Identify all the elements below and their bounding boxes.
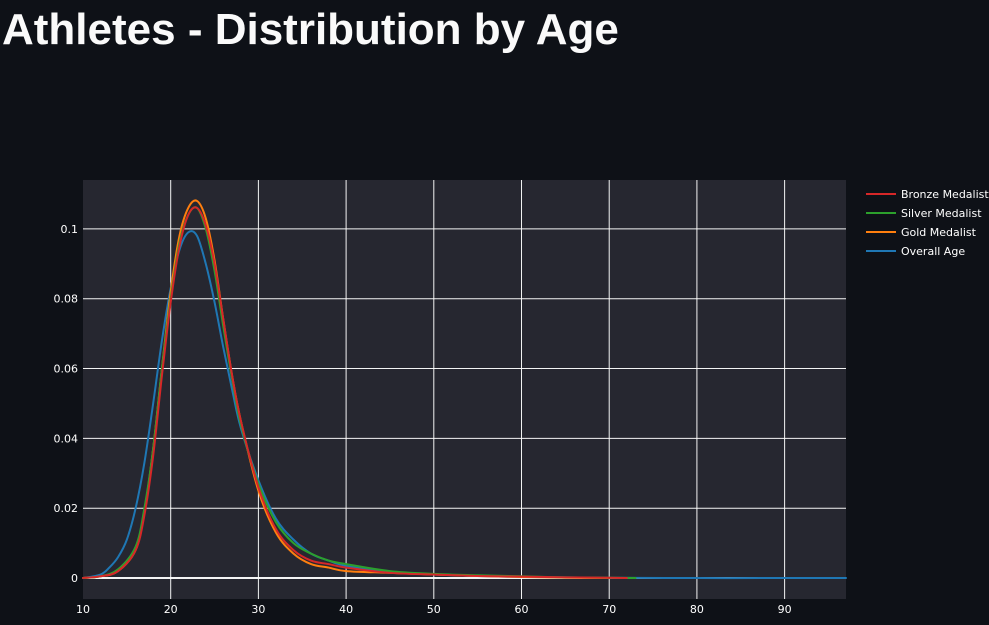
y-tick-label: 0.08 (54, 293, 79, 306)
x-tick-label: 10 (76, 603, 90, 616)
legend-label: Overall Age (901, 245, 965, 258)
x-axis-ticks: 10 20 30 40 50 60 70 80 90 (76, 603, 792, 616)
grid-lines (83, 180, 846, 599)
y-axis-ticks: 0 0.02 0.04 0.06 0.08 0.1 (54, 223, 79, 585)
y-tick-label: 0.02 (54, 502, 79, 515)
legend-item-silver-medalist[interactable]: Silver Medalist (866, 207, 982, 220)
x-tick-label: 40 (339, 603, 353, 616)
legend[interactable]: Bronze Medalist Silver Medalist Gold Medal… (866, 188, 989, 258)
y-tick-label: 0 (71, 572, 78, 585)
x-tick-label: 70 (602, 603, 616, 616)
y-tick-label: 0.06 (54, 363, 79, 376)
x-tick-label: 50 (427, 603, 441, 616)
y-tick-label: 0.04 (54, 432, 79, 445)
legend-item-bronze-medalist[interactable]: Bronze Medalist (866, 188, 989, 201)
series-lines[interactable] (82, 199, 847, 580)
x-tick-label: 30 (251, 603, 265, 616)
y-tick-label: 0.1 (61, 223, 79, 236)
legend-label: Gold Medalist (901, 226, 977, 239)
x-tick-label: 90 (778, 603, 792, 616)
plot-background (83, 180, 846, 599)
legend-label: Bronze Medalist (901, 188, 989, 201)
legend-item-gold-medalist[interactable]: Gold Medalist (866, 226, 977, 239)
x-tick-label: 20 (164, 603, 178, 616)
legend-label: Silver Medalist (901, 207, 982, 220)
series-line-bronze-medalist[interactable] (82, 206, 628, 580)
x-tick-label: 80 (690, 603, 704, 616)
legend-item-overall-age[interactable]: Overall Age (866, 245, 965, 258)
page-title: Athletes - Distribution by Age (2, 5, 619, 54)
x-tick-label: 60 (515, 603, 529, 616)
